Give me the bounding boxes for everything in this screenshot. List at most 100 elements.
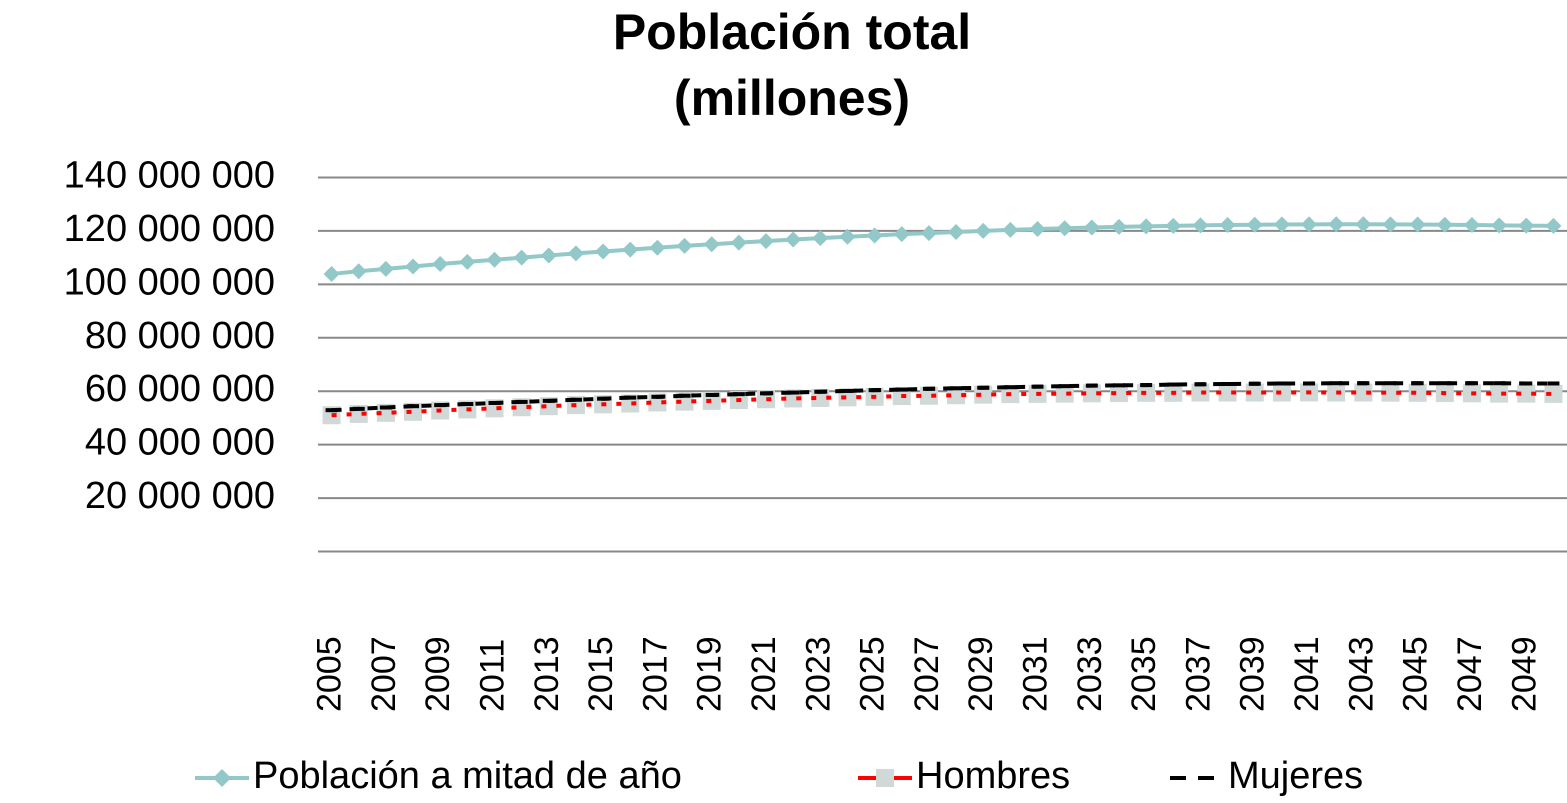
- point-marker: [947, 386, 966, 405]
- point-marker: [1384, 381, 1397, 386]
- point-marker: [703, 236, 720, 253]
- legend-marker: [876, 769, 894, 787]
- point-marker: [1357, 381, 1370, 386]
- point-marker: [432, 256, 449, 273]
- point-marker: [1085, 383, 1098, 388]
- point-marker: [1438, 381, 1451, 386]
- x-tick-label: 2025: [854, 636, 892, 712]
- point-marker: [1382, 216, 1399, 233]
- point-marker: [1245, 383, 1264, 402]
- point-marker: [1002, 221, 1019, 238]
- x-tick-label: 2031: [1017, 636, 1055, 712]
- x-tick-label: 2029: [962, 636, 1000, 712]
- point-marker: [377, 260, 394, 277]
- point-marker: [1246, 216, 1263, 233]
- x-tick-label: 2017: [636, 636, 674, 712]
- point-marker: [1029, 221, 1046, 238]
- point-marker: [1301, 216, 1318, 233]
- point-marker: [1518, 217, 1535, 234]
- point-marker: [1058, 384, 1071, 389]
- point-marker: [1544, 384, 1563, 403]
- legend-marker: [213, 769, 231, 787]
- x-tick-label: 2039: [1234, 636, 1272, 712]
- point-marker: [1545, 217, 1562, 234]
- y-tick-label: 100 000 000: [64, 261, 275, 303]
- point-marker: [379, 405, 392, 410]
- point-marker: [676, 237, 693, 254]
- point-marker: [760, 391, 773, 396]
- point-marker: [1031, 384, 1044, 389]
- point-marker: [542, 398, 555, 403]
- point-marker: [920, 225, 937, 242]
- point-marker: [649, 239, 666, 256]
- point-marker: [1167, 382, 1180, 387]
- point-marker: [1192, 217, 1209, 234]
- x-tick-label: 2027: [908, 636, 946, 712]
- y-tick-label: 140 000 000: [64, 155, 275, 197]
- point-marker: [1275, 381, 1288, 386]
- point-marker: [569, 397, 582, 402]
- point-marker: [758, 233, 775, 250]
- x-tick-label: 2009: [419, 636, 457, 712]
- y-tick-label: 120 000 000: [64, 208, 275, 250]
- point-marker: [1138, 218, 1155, 235]
- point-marker: [1493, 381, 1506, 386]
- point-marker: [513, 249, 530, 266]
- point-marker: [595, 243, 612, 260]
- point-marker: [1109, 384, 1128, 403]
- point-marker: [352, 406, 365, 411]
- point-marker: [486, 251, 503, 268]
- point-marker: [434, 403, 447, 408]
- x-tick-label: 2037: [1179, 636, 1217, 712]
- point-marker: [540, 247, 557, 264]
- point-marker: [1218, 383, 1237, 402]
- point-marker: [1083, 219, 1100, 236]
- point-marker: [1110, 218, 1127, 235]
- point-marker: [866, 227, 883, 244]
- point-marker: [1191, 383, 1210, 402]
- point-marker: [977, 385, 990, 390]
- point-marker: [1056, 220, 1073, 237]
- point-marker: [919, 386, 938, 405]
- x-tick-label: 2019: [691, 636, 729, 712]
- y-tick-label: 40 000 000: [85, 422, 275, 464]
- point-marker: [1272, 383, 1291, 402]
- point-marker: [974, 385, 993, 404]
- point-marker: [624, 395, 637, 400]
- point-marker: [1409, 216, 1426, 233]
- point-marker: [1194, 382, 1207, 387]
- point-marker: [1330, 381, 1343, 386]
- point-marker: [732, 392, 745, 397]
- point-marker: [1219, 217, 1236, 234]
- point-marker: [812, 230, 829, 247]
- point-marker: [459, 253, 476, 270]
- point-marker: [1465, 381, 1478, 386]
- x-tick-label: 2033: [1071, 636, 1109, 712]
- point-marker: [1082, 384, 1101, 403]
- y-tick-label: 60 000 000: [85, 368, 275, 410]
- point-marker: [1328, 216, 1345, 233]
- point-marker: [975, 222, 992, 239]
- point-marker: [678, 393, 691, 398]
- point-marker: [651, 394, 664, 399]
- chart-title: Población total: [613, 4, 971, 60]
- point-marker: [325, 408, 338, 413]
- point-marker: [868, 388, 881, 393]
- series-line: [331, 381, 1554, 413]
- point-marker: [787, 390, 800, 395]
- point-marker: [1355, 216, 1372, 233]
- x-tick-label: 2011: [473, 639, 511, 712]
- point-marker: [1408, 383, 1427, 402]
- point-marker: [622, 241, 639, 258]
- point-marker: [488, 400, 501, 405]
- point-marker: [1463, 217, 1480, 234]
- point-marker: [1490, 384, 1509, 403]
- point-marker: [567, 245, 584, 262]
- point-marker: [1381, 383, 1400, 402]
- point-marker: [515, 399, 528, 404]
- series-line: [331, 222, 1554, 276]
- point-marker: [350, 263, 367, 280]
- point-marker: [1221, 382, 1234, 387]
- point-marker: [705, 392, 718, 397]
- legend-label: Población a mitad de año: [253, 755, 682, 797]
